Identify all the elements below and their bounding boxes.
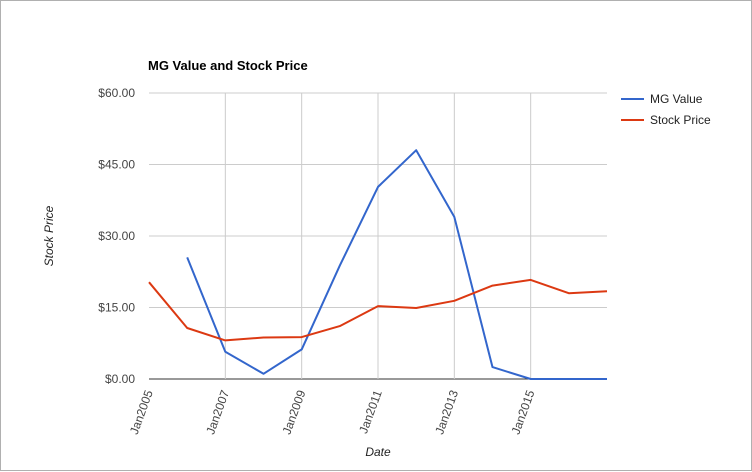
legend: MG Value Stock Price <box>621 92 711 127</box>
y-axis-ticks: $0.00 $15.00 $30.00 $45.00 $60.00 <box>98 86 135 386</box>
legend-label: Stock Price <box>650 113 711 127</box>
x-tick-label: Jan2013 <box>432 388 461 436</box>
grid-lines <box>149 92 607 380</box>
y-tick-label: $0.00 <box>105 372 135 386</box>
y-tick-label: $60.00 <box>98 86 135 100</box>
x-axis-ticks: Jan2005 Jan2007 Jan2009 Jan2011 Jan2013 Jan20… <box>127 388 538 436</box>
series-lines <box>148 149 608 380</box>
y-axis-title: Stock Price <box>42 205 56 266</box>
x-tick-label: Jan2007 <box>203 388 232 436</box>
series-line-mg-value <box>186 149 607 380</box>
x-tick-label: Jan2009 <box>280 388 309 436</box>
x-axis-title: Date <box>365 445 391 459</box>
legend-label: MG Value <box>650 92 703 106</box>
x-tick-label: Jan2011 <box>356 388 385 436</box>
chart-title: MG Value and Stock Price <box>148 58 308 73</box>
series-line-stock-price <box>148 278 608 342</box>
y-tick-label: $45.00 <box>98 158 135 172</box>
y-tick-label: $15.00 <box>98 301 135 315</box>
x-tick-label: Jan2015 <box>509 388 538 436</box>
x-tick-label: Jan2005 <box>127 388 156 436</box>
y-tick-label: $30.00 <box>98 229 135 243</box>
